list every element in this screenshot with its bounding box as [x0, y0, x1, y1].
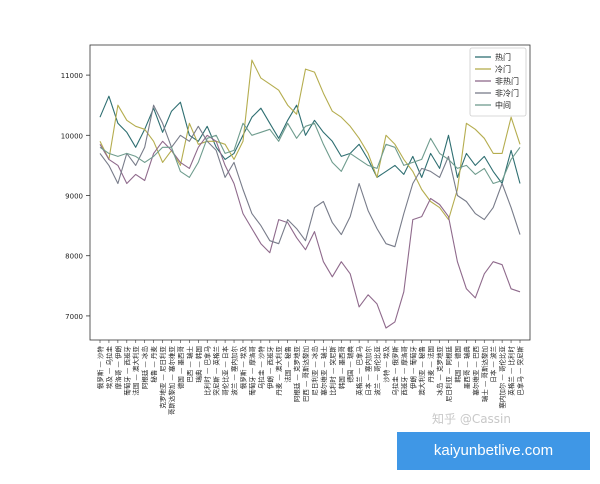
x-tick-label: 葡萄牙 — 摩洛哥 [247, 346, 256, 396]
x-tick-label: 阿根廷 — 冰岛 [140, 346, 149, 389]
x-tick-label: 巴西 — 哥斯达黎加 [301, 346, 310, 402]
x-tick-label: 波兰 — 塞内加尔 [230, 346, 239, 396]
x-tick-label: 伊朗 — 西班牙 [265, 346, 274, 390]
x-tick-label: 德国 — 瑞典 [346, 346, 355, 383]
series-line [99, 122, 521, 185]
x-tick-label: 乌拉圭 — 沙特 [256, 346, 265, 390]
series-line [99, 104, 521, 248]
x-tick-label: 英格兰 — 巴拿马 [355, 346, 364, 396]
watermark: 知乎 @Cassin [432, 412, 511, 426]
x-tick-label: 西班牙 — 摩洛哥 [399, 346, 408, 396]
y-tick-label: 8000 [65, 253, 83, 261]
x-tick-label: 阿根廷 — 克罗地亚 [292, 346, 301, 403]
x-tick-label: 瑞典 — 韩国 [194, 346, 203, 383]
y-axis: 7000 8000 9000 10000 11000 [61, 72, 90, 321]
plot-frame [89, 44, 531, 341]
x-tick-label: 丹麦 — 澳大利亚 [274, 346, 283, 396]
x-tick-label: 巴西 — 瑞士 [185, 346, 194, 383]
series-line [99, 59, 521, 221]
x-tick-label: 伊朗 — 葡萄牙 [408, 346, 417, 390]
x-tick-label: 英格兰 — 比利时 [507, 346, 516, 396]
x-tick-label: 塞尔维亚 — 巴西 [471, 346, 480, 396]
x-tick-label: 韩国 — 墨西哥 [337, 346, 346, 390]
x-tick-label: 塞尔维亚 — 瑞士 [319, 346, 328, 396]
x-tick-label: 沙特 — 埃及 [381, 346, 390, 383]
legend-label: 非热门 [495, 76, 519, 86]
x-tick-label: 瑞士 — 哥斯达黎加 [480, 346, 489, 402]
x-tick-label: 哥斯达黎加 — 塞尔维亚 [167, 346, 176, 416]
y-tick-label: 9000 [65, 193, 83, 201]
x-tick-label: 突尼斯 — 英格兰 [212, 346, 221, 396]
series-lines [99, 59, 521, 329]
x-tick-label: 巴拿马 — 突尼斯 [516, 346, 525, 396]
x-tick-label: 尼日利亚 — 冰岛 [310, 346, 319, 396]
x-tick-label: 德国 — 墨西哥 [176, 346, 185, 390]
y-tick-label: 10000 [61, 132, 83, 140]
x-tick-label: 埃及 — 乌拉圭 [104, 346, 113, 390]
x-tick-label: 法国 — 秘鲁 [283, 346, 292, 383]
x-tick-label: 墨西哥 — 瑞典 [462, 346, 471, 390]
legend-label: 热门 [495, 52, 511, 62]
x-tick-label: 葡萄牙 — 西班牙 [122, 346, 131, 396]
x-tick-label: 克罗地亚 — 尼日利亚 [158, 346, 167, 409]
x-tick-label: 哥伦比亚 — 日本 [221, 346, 230, 396]
series-line [99, 134, 521, 329]
x-tick-label: 日本 — 塞内加尔 [364, 346, 373, 396]
x-tick-label: 秘鲁 — 丹麦 [149, 346, 158, 383]
x-axis: 俄罗斯 — 沙特 埃及 — 乌拉圭 摩洛哥 — 伊朗 葡萄牙 — 西班牙 法国 — 澳大… [96, 340, 525, 415]
x-tick-label: 比利时 — 突尼斯 [328, 346, 337, 396]
x-tick-label: 日本 — 波兰 [489, 346, 498, 383]
y-tick-label: 7000 [65, 313, 83, 321]
legend-label: 中间 [495, 100, 511, 110]
series-line [99, 95, 521, 185]
legend-label: 非冷门 [495, 88, 519, 98]
x-tick-label: 冰岛 — 克罗地亚 [435, 346, 444, 396]
x-tick-label: 俄罗斯 — 沙特 [96, 346, 105, 390]
x-tick-label: 比利时 — 巴拿马 [203, 346, 212, 396]
x-tick-label: 俄罗斯 — 埃及 [238, 346, 247, 390]
x-tick-label: 澳大利亚 — 秘鲁 [417, 346, 426, 396]
x-tick-label: 尼日利亚 — 阿根廷 [444, 346, 453, 403]
x-tick-label: 塞内加尔 — 哥伦比亚 [498, 346, 507, 409]
x-tick-label: 韩国 — 德国 [453, 346, 462, 383]
x-tick-label: 丹麦 — 法国 [426, 346, 435, 383]
x-tick-label: 法国 — 澳大利亚 [131, 346, 140, 396]
legend-box [469, 47, 527, 117]
y-tick-label: 11000 [61, 72, 83, 80]
x-tick-label: 乌拉圭 — 俄罗斯 [390, 346, 399, 396]
legend-label: 冷门 [495, 64, 511, 74]
x-tick-label: 波兰 — 哥伦比亚 [373, 346, 382, 396]
site-banner[interactable]: kaiyunbetlive.com [397, 432, 590, 470]
x-tick-label: 摩洛哥 — 伊朗 [113, 346, 122, 389]
